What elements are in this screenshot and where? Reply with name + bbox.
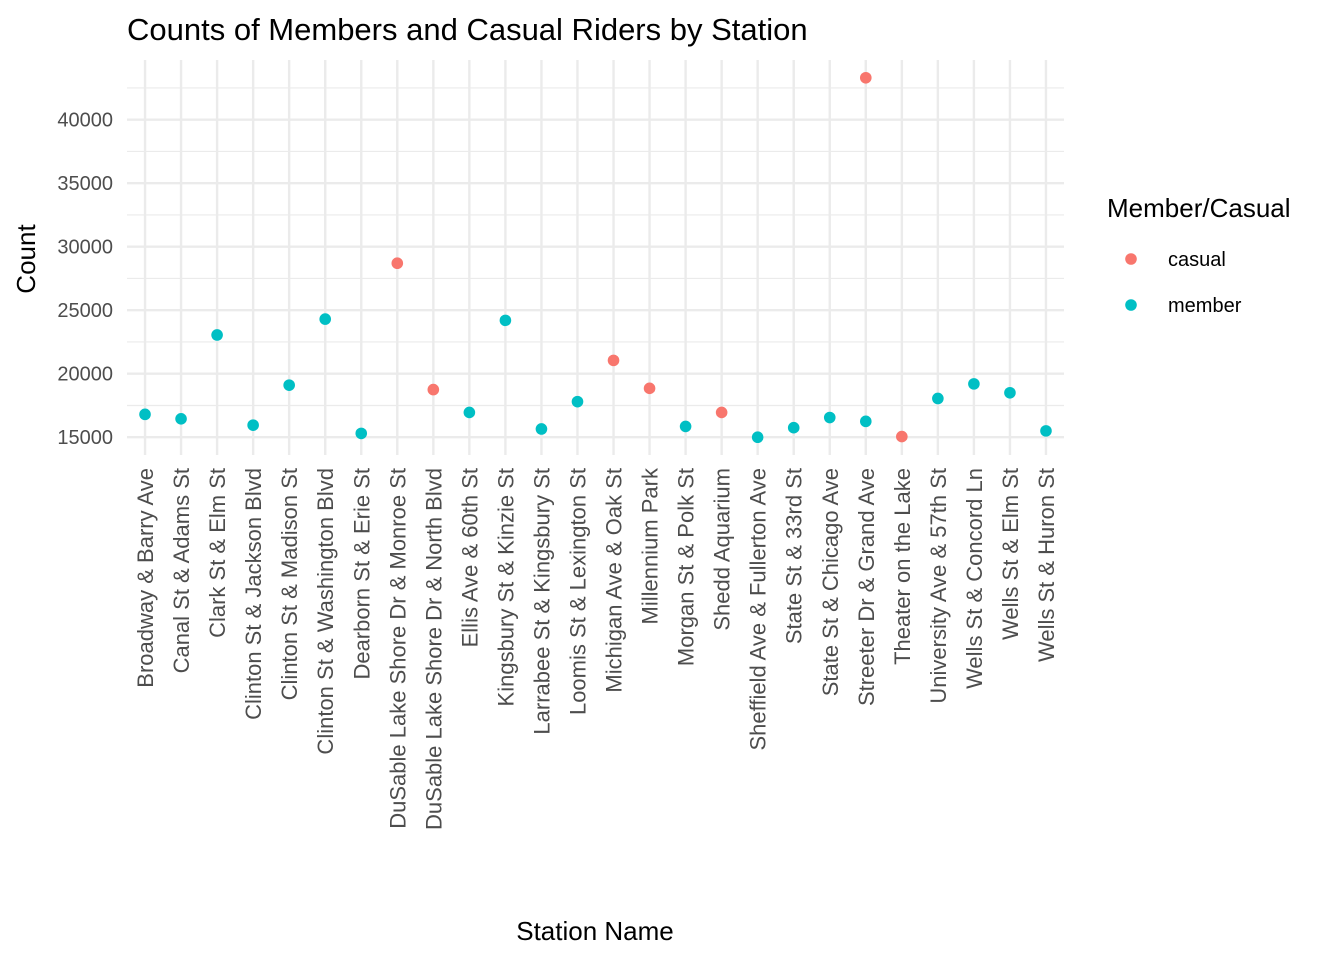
x-tick-label: Morgan St & Polk St — [674, 468, 699, 666]
data-point-member — [1040, 425, 1052, 437]
y-tick-label: 35000 — [57, 173, 113, 195]
x-tick-label: Streeter Dr & Grand Ave — [854, 468, 879, 706]
legend-key-casual — [1125, 253, 1137, 265]
x-tick-label: Theater on the Lake — [890, 468, 915, 665]
data-point-member — [355, 427, 368, 440]
x-tick-label: Kingsbury St & Kinzie St — [493, 468, 518, 706]
data-points — [139, 71, 1052, 444]
data-point-member — [787, 421, 800, 434]
data-point-member — [859, 415, 872, 428]
legend-label-casual: casual — [1168, 249, 1226, 271]
x-tick-label: Ellis Ave & 60th St — [457, 468, 482, 647]
x-tick-label: Wells St & Huron St — [1034, 468, 1059, 662]
x-tick-label: DuSable Lake Shore Dr & Monroe St — [385, 468, 410, 829]
x-tick-label: Wells St & Elm St — [998, 468, 1023, 640]
x-tick-label: Canal St & Adams St — [169, 468, 194, 673]
y-axis-ticks: 15000 20000 25000 30000 35000 40000 — [57, 110, 113, 450]
data-point-member — [823, 411, 836, 424]
x-tick-label: Broadway & Barry Ave — [133, 468, 158, 688]
legend-key-member — [1125, 299, 1137, 311]
data-point-member — [751, 431, 764, 444]
x-tick-label: Wells St & Concord Ln — [962, 468, 987, 689]
y-tick-label: 40000 — [57, 110, 113, 132]
x-tick-label: Millennium Park — [638, 467, 663, 624]
legend-label-member: member — [1168, 295, 1242, 317]
x-tick-label: Clinton St & Washington Blvd — [313, 468, 338, 755]
data-point-member — [1004, 386, 1016, 399]
x-tick-label: DuSable Lake Shore Dr & North Blvd — [421, 468, 446, 830]
x-tick-label: Dearborn St & Erie St — [349, 468, 374, 680]
y-tick-label: 30000 — [57, 237, 113, 259]
x-tick-label: State St & 33rd St — [782, 468, 807, 644]
legend-items: casual member — [1125, 249, 1242, 317]
data-point-member — [211, 329, 223, 341]
data-point-casual — [859, 71, 872, 84]
x-tick-label: Loomis St & Lexington St — [565, 468, 590, 715]
x-tick-label: Clinton St & Jackson Blvd — [241, 468, 266, 720]
data-point-member — [679, 420, 692, 433]
y-tick-label: 15000 — [57, 427, 113, 449]
data-point-casual — [427, 383, 440, 396]
y-axis-title: Count — [11, 224, 41, 294]
data-point-member — [932, 392, 944, 405]
data-point-member — [968, 378, 980, 390]
data-point-member — [283, 379, 295, 391]
chart-title: Counts of Members and Casual Riders by S… — [127, 12, 808, 47]
data-point-casual — [643, 382, 656, 395]
data-point-casual — [607, 354, 620, 367]
data-point-casual — [391, 257, 404, 270]
x-axis-ticks: Broadway & Barry Ave Canal St & Adams St C… — [133, 467, 1059, 830]
data-point-member — [535, 423, 548, 435]
x-axis-title: Station Name — [516, 916, 674, 946]
data-point-member — [139, 408, 151, 421]
x-tick-label: University Ave & 57th St — [926, 468, 951, 704]
data-point-member — [319, 313, 332, 325]
data-point-member — [499, 314, 512, 327]
y-tick-label: 20000 — [57, 364, 113, 386]
x-tick-label: Michigan Ave & Oak St — [602, 468, 627, 693]
legend-title: Member/Casual — [1107, 193, 1291, 223]
data-point-member — [463, 406, 476, 419]
x-tick-label: Clark St & Elm St — [205, 468, 230, 638]
x-tick-label: Shedd Aquarium — [710, 468, 735, 631]
x-tick-label: Sheffield Ave & Fullerton Ave — [746, 468, 771, 751]
data-point-casual — [715, 406, 728, 419]
legend: Member/Casual casual member — [1107, 193, 1291, 317]
x-tick-label: State St & Chicago Ave — [818, 468, 843, 696]
data-point-casual — [896, 430, 908, 443]
data-point-member — [247, 419, 259, 431]
y-tick-label: 25000 — [57, 300, 113, 322]
data-point-member — [175, 413, 187, 425]
x-tick-label: Clinton St & Madison St — [277, 468, 302, 700]
x-tick-label: Larrabee St & Kingsbury St — [529, 468, 554, 735]
grid-layer — [127, 60, 1064, 455]
data-point-member — [571, 395, 584, 408]
